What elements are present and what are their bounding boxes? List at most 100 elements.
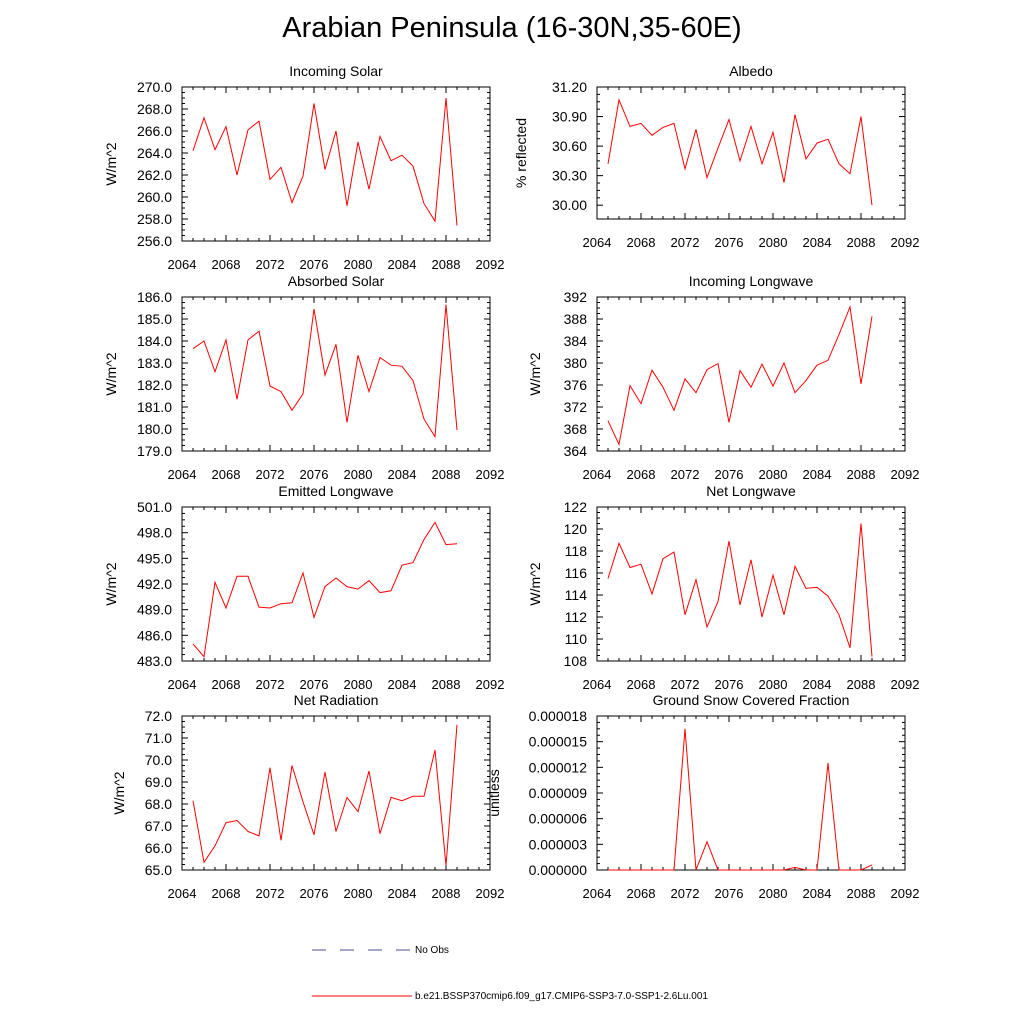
y-tick-label: 380 bbox=[564, 355, 588, 371]
y-tick-label: 185.0 bbox=[137, 311, 172, 327]
panel-7: 2064 2068 2072 2076 2080 2084 2088 2092 65.0 66.0… bbox=[111, 692, 504, 901]
series-line bbox=[192, 724, 458, 866]
series-line bbox=[607, 98, 873, 206]
y-tick-label: 67.0 bbox=[145, 818, 172, 834]
y-tick-label: 364 bbox=[564, 443, 588, 459]
x-tick-label: 2092 bbox=[476, 886, 505, 901]
y-axis-label: % reflected bbox=[513, 118, 529, 188]
legend: No Obs b.e21.BSSP370cmip6.f09_g17.CMIP6-… bbox=[312, 945, 708, 1002]
y-tick-label: 31.20 bbox=[552, 79, 587, 95]
x-tick-label: 2092 bbox=[476, 257, 505, 272]
y-tick-label: 495.0 bbox=[137, 550, 172, 566]
panel-3: 2064 2068 2072 2076 2080 2084 2088 2092 179.0 180… bbox=[103, 273, 504, 482]
y-tick-label: 384 bbox=[564, 333, 588, 349]
x-tick-label: 2064 bbox=[168, 257, 197, 272]
x-tick-label: 2076 bbox=[300, 467, 329, 482]
y-tick-label: 181.0 bbox=[137, 399, 172, 415]
plot-frame bbox=[181, 296, 491, 452]
x-tick-label: 2092 bbox=[891, 235, 920, 250]
y-tick-label: 258.0 bbox=[137, 211, 172, 227]
x-tick-label: 2088 bbox=[432, 257, 461, 272]
x-tick-label: 2072 bbox=[256, 886, 285, 901]
x-tick-label: 2088 bbox=[847, 886, 876, 901]
x-tick-label: 2092 bbox=[476, 467, 505, 482]
y-tick-label: 110 bbox=[565, 631, 588, 647]
y-tick-label: 69.0 bbox=[145, 774, 172, 790]
x-tick-label: 2080 bbox=[344, 467, 373, 482]
panel-title: Emitted Longwave bbox=[278, 483, 393, 499]
x-tick-label: 2088 bbox=[432, 677, 461, 692]
x-tick-label: 2084 bbox=[388, 257, 417, 272]
y-tick-label: 186.0 bbox=[137, 289, 172, 305]
y-tick-label: 372 bbox=[564, 399, 588, 415]
panel-8: 2064 2068 2072 2076 2080 2084 2088 2092 0.000000… bbox=[486, 692, 919, 901]
plot-frame bbox=[596, 715, 906, 871]
y-tick-label: 179.0 bbox=[137, 443, 172, 459]
x-tick-label: 2072 bbox=[671, 886, 700, 901]
y-axis-label: W/m^2 bbox=[103, 352, 119, 395]
y-tick-label: 65.0 bbox=[145, 862, 172, 878]
panel-grid: 2064 2068 2072 2076 2080 2084 2088 2092 256.0 258… bbox=[103, 63, 919, 901]
y-tick-label: 66.0 bbox=[145, 840, 172, 856]
x-tick-label: 2080 bbox=[759, 467, 788, 482]
panel-title: Ground Snow Covered Fraction bbox=[653, 692, 850, 708]
y-tick-label: 368 bbox=[564, 421, 588, 437]
panel-6: 2064 2068 2072 2076 2080 2084 2088 2092 108 110 11… bbox=[527, 483, 919, 692]
x-tick-label: 2088 bbox=[847, 467, 876, 482]
y-tick-label: 71.0 bbox=[145, 730, 172, 746]
y-tick-label: 114 bbox=[565, 587, 588, 603]
panel-5: 2064 2068 2072 2076 2080 2084 2088 2092 483.0 486… bbox=[103, 483, 504, 692]
x-tick-label: 2064 bbox=[583, 467, 612, 482]
x-tick-label: 2064 bbox=[583, 235, 612, 250]
x-tick-label: 2088 bbox=[847, 677, 876, 692]
y-tick-label: 483.0 bbox=[137, 653, 172, 669]
x-tick-label: 2072 bbox=[256, 257, 285, 272]
x-tick-label: 2076 bbox=[300, 257, 329, 272]
x-tick-label: 2076 bbox=[715, 235, 744, 250]
x-tick-label: 2080 bbox=[759, 677, 788, 692]
x-tick-label: 2080 bbox=[344, 677, 373, 692]
x-tick-label: 2064 bbox=[583, 677, 612, 692]
x-tick-label: 2084 bbox=[803, 677, 832, 692]
x-tick-label: 2080 bbox=[344, 257, 373, 272]
y-tick-label: 184.0 bbox=[137, 333, 172, 349]
x-tick-label: 2084 bbox=[388, 886, 417, 901]
x-tick-label: 2092 bbox=[891, 467, 920, 482]
plot-frame bbox=[596, 296, 906, 452]
series-line bbox=[192, 304, 458, 439]
y-tick-label: 0.000003 bbox=[529, 836, 588, 852]
x-tick-label: 2072 bbox=[256, 467, 285, 482]
x-tick-label: 2068 bbox=[212, 677, 241, 692]
series-line bbox=[192, 97, 458, 226]
x-tick-label: 2092 bbox=[891, 677, 920, 692]
y-tick-label: 486.0 bbox=[137, 627, 172, 643]
plot-frame bbox=[181, 86, 491, 242]
y-tick-label: 0.000000 bbox=[529, 862, 588, 878]
panel-title: Net Longwave bbox=[706, 483, 796, 499]
y-tick-label: 0.000009 bbox=[529, 785, 588, 801]
y-tick-label: 180.0 bbox=[137, 421, 172, 437]
y-tick-label: 376 bbox=[564, 377, 588, 393]
panel-title: Incoming Solar bbox=[289, 63, 383, 79]
x-tick-label: 2068 bbox=[627, 467, 656, 482]
y-tick-label: 30.90 bbox=[552, 109, 587, 125]
y-tick-label: 0.000012 bbox=[529, 759, 588, 775]
series-line bbox=[608, 728, 873, 871]
x-tick-label: 2064 bbox=[583, 886, 612, 901]
y-tick-label: 268.0 bbox=[137, 101, 172, 117]
panel-title: Absorbed Solar bbox=[288, 273, 385, 289]
panel-4: 2064 2068 2072 2076 2080 2084 2088 2092 364 368 37… bbox=[527, 273, 919, 482]
y-tick-label: 0.000006 bbox=[529, 811, 588, 827]
y-tick-label: 120 bbox=[564, 521, 588, 537]
panel-1: 2064 2068 2072 2076 2080 2084 2088 2092 256.0 258… bbox=[103, 63, 504, 272]
x-tick-label: 2076 bbox=[715, 677, 744, 692]
x-tick-label: 2068 bbox=[627, 886, 656, 901]
x-tick-label: 2088 bbox=[847, 235, 876, 250]
x-tick-label: 2092 bbox=[476, 677, 505, 692]
x-tick-label: 2084 bbox=[803, 886, 832, 901]
y-tick-label: 392 bbox=[564, 289, 588, 305]
y-tick-label: 30.60 bbox=[552, 138, 587, 154]
y-tick-label: 498.0 bbox=[137, 525, 172, 541]
y-tick-label: 70.0 bbox=[145, 752, 172, 768]
x-tick-label: 2084 bbox=[388, 677, 417, 692]
